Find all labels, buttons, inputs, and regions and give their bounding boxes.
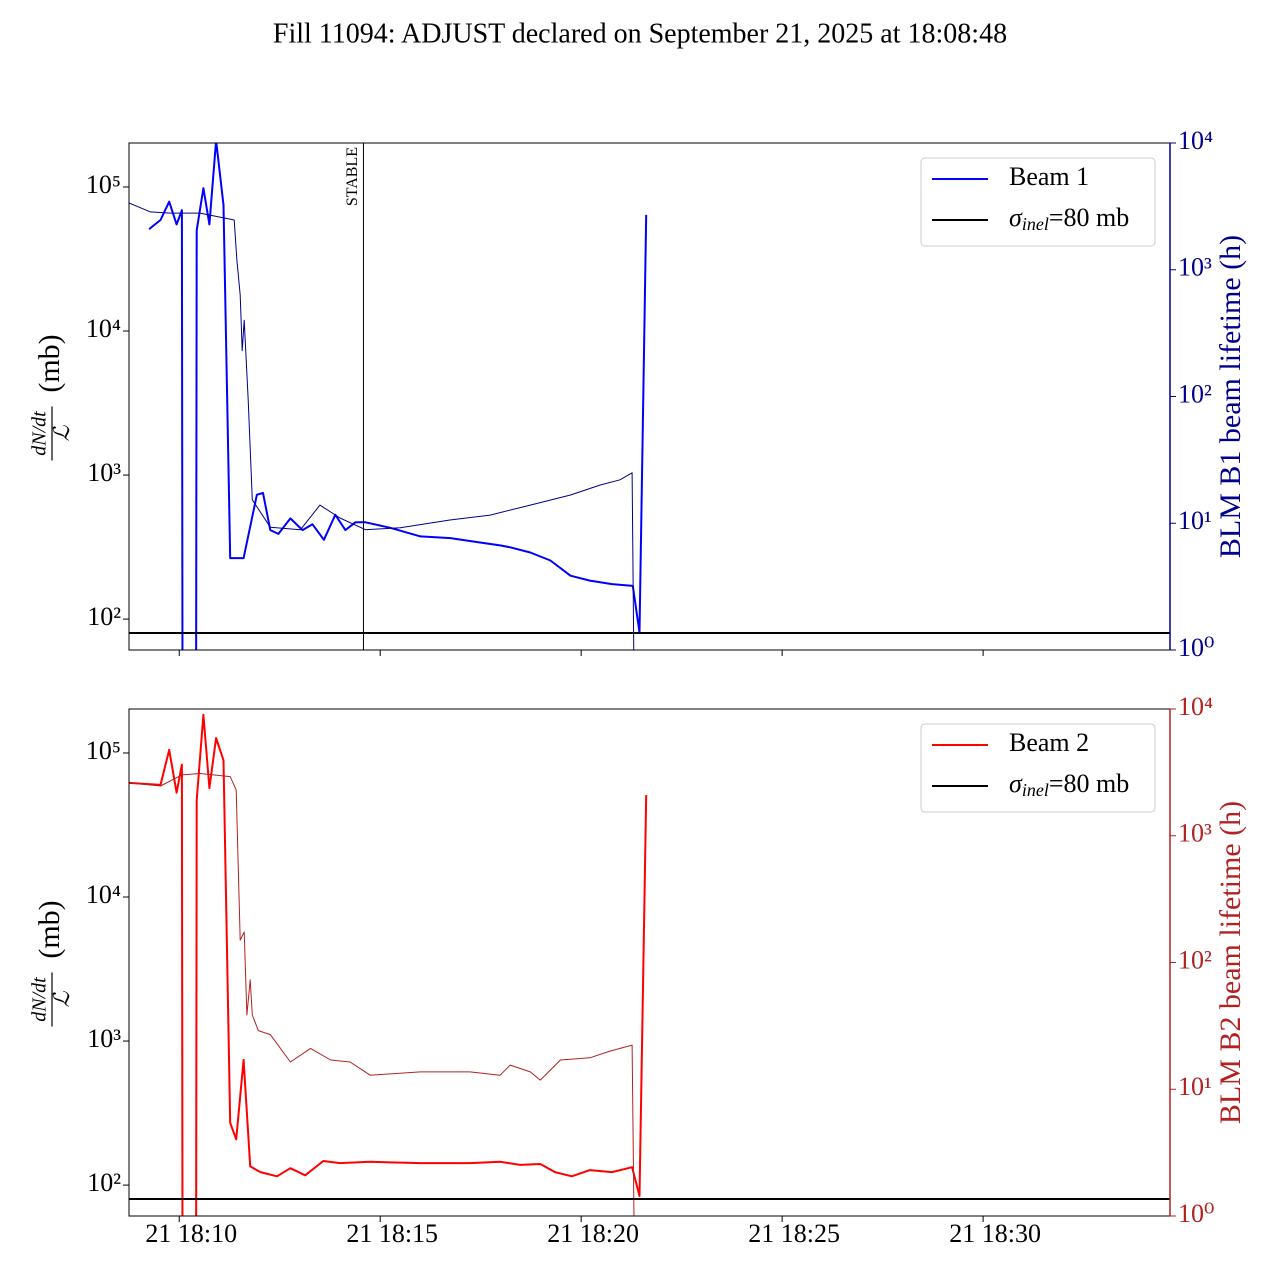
series-line [129, 773, 635, 1216]
legend-label-subscript: inel [1022, 780, 1049, 800]
y2-tick-label: 10¹ [1178, 506, 1212, 535]
y2-tick-label: 10⁴ [1178, 126, 1213, 155]
y2-tick-label: 10¹ [1178, 1072, 1212, 1101]
annotation-label: STABLE [344, 147, 361, 206]
y-label-unit: (mb) [33, 900, 66, 958]
y2-tick-label: 10⁰ [1178, 633, 1214, 662]
y-tick-label: 10² [87, 602, 121, 631]
legend-label-symbol: σ [1009, 769, 1023, 798]
y2-tick-label: 10³ [1178, 253, 1212, 282]
figure-title: Fill 11094: ADJUST declared on September… [273, 18, 1007, 49]
y-label-numerator: dN/dt [29, 977, 51, 1022]
y-label-denominator: ℒ [49, 424, 74, 441]
y-axis-label: dN/dtℒ (mb) [29, 334, 74, 461]
legend-label: Beam 2 [1009, 728, 1089, 757]
y-tick-label: 10³ [87, 458, 121, 487]
y2-tick-label: 10² [1178, 945, 1212, 974]
y2-tick-label: 10³ [1178, 819, 1212, 848]
legend-label: σinel=80 mb [1009, 769, 1129, 800]
plot-area [129, 713, 1170, 1216]
x-tick-label: 21 18:25 [748, 1219, 840, 1248]
legend-label: σinel=80 mb [1009, 203, 1129, 234]
legend-label-symbol: σ [1009, 203, 1023, 232]
x-tick-label: 21 18:10 [145, 1219, 237, 1248]
legend: Beam 2 σinel=80 mb [920, 723, 1156, 813]
y-tick-label: 10⁴ [86, 880, 121, 909]
y2-tick-label: 10⁰ [1178, 1199, 1214, 1228]
y-tick-label: 10² [87, 1168, 121, 1197]
x-tick-label: 21 18:30 [949, 1219, 1041, 1248]
legend-label-rest: =80 mb [1049, 769, 1129, 798]
legend-label-subscript: inel [1022, 214, 1049, 234]
series-line [129, 202, 635, 650]
y-tick-label: 10⁵ [86, 170, 121, 199]
plot-area [129, 143, 1170, 650]
legend: Beam 1 σinel=80 mb [920, 157, 1156, 247]
y2-tick-label: 10⁴ [1178, 692, 1213, 721]
y-label-denominator: ℒ [49, 990, 74, 1007]
series-line [129, 713, 648, 1216]
y2-tick-label: 10² [1178, 379, 1212, 408]
y-tick-label: 10⁵ [86, 736, 121, 765]
x-tick-label: 21 18:15 [346, 1219, 438, 1248]
y-axis-label: dN/dtℒ (mb) [29, 900, 74, 1027]
x-tick-label: 21 18:20 [547, 1219, 639, 1248]
legend-label-rest: =80 mb [1049, 203, 1129, 232]
legend-label: Beam 1 [1009, 162, 1089, 191]
series-line [148, 143, 648, 650]
y-label-unit: (mb) [33, 334, 66, 392]
y-tick-label: 10³ [87, 1024, 121, 1053]
y2-axis-label: BLM B1 beam lifetime (h) [1214, 235, 1247, 558]
y2-axis-label: BLM B2 beam lifetime (h) [1214, 801, 1247, 1124]
y-tick-label: 10⁴ [86, 314, 121, 343]
y-label-numerator: dN/dt [29, 411, 51, 456]
